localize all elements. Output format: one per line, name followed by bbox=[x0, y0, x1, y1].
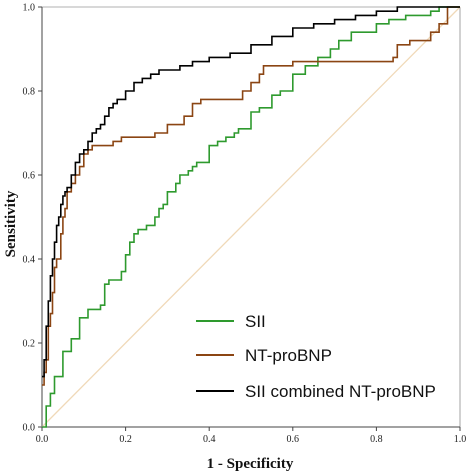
series-line-sii bbox=[42, 6, 460, 428]
series-layer bbox=[42, 6, 460, 428]
x-axis-title: 1 - Specificity bbox=[207, 456, 294, 472]
legend-label-sii: SII bbox=[245, 312, 266, 331]
y-tick-label: 0.4 bbox=[23, 255, 36, 266]
x-tick-label: 0.8 bbox=[370, 434, 383, 445]
x-tick-label: 0.2 bbox=[119, 434, 132, 445]
series-line-sii-combined-nt-probnp bbox=[42, 6, 460, 378]
legend-label-nt-probnp: NT-proBNP bbox=[245, 346, 332, 365]
series-line-nt-probnp bbox=[42, 6, 460, 386]
y-tick-label: 0.6 bbox=[23, 171, 36, 182]
legend-label-sii-combined-nt-probnp: SII combined NT-proBNP bbox=[245, 382, 436, 401]
reference-diagonal-line bbox=[41, 6, 461, 428]
x-tick-label: 1.0 bbox=[454, 434, 467, 445]
x-tick-label: 0.0 bbox=[36, 434, 49, 445]
x-ticks: 0.0 0.2 0.4 0.6 0.8 1.0 bbox=[36, 427, 467, 445]
x-tick-label: 0.4 bbox=[203, 434, 216, 445]
legend-item-sii-combined-nt-probnp: SII combined NT-proBNP bbox=[196, 382, 436, 401]
y-tick-label: 0.0 bbox=[23, 423, 36, 434]
plot-frame bbox=[41, 6, 461, 428]
y-tick-label: 0.8 bbox=[23, 87, 36, 98]
legend: SII NT-proBNP SII combined NT-proBNP bbox=[196, 312, 436, 401]
reference-line bbox=[41, 6, 461, 428]
y-tick-label: 1.0 bbox=[23, 3, 36, 14]
y-ticks: 0.0 0.2 0.4 0.6 0.8 1.0 bbox=[23, 3, 42, 434]
legend-item-sii: SII bbox=[196, 312, 266, 331]
x-tick-label: 0.6 bbox=[287, 434, 300, 445]
y-axis-title: Sensitivity bbox=[3, 190, 19, 257]
y-tick-label: 0.2 bbox=[23, 339, 36, 350]
legend-item-nt-probnp: NT-proBNP bbox=[196, 346, 332, 365]
